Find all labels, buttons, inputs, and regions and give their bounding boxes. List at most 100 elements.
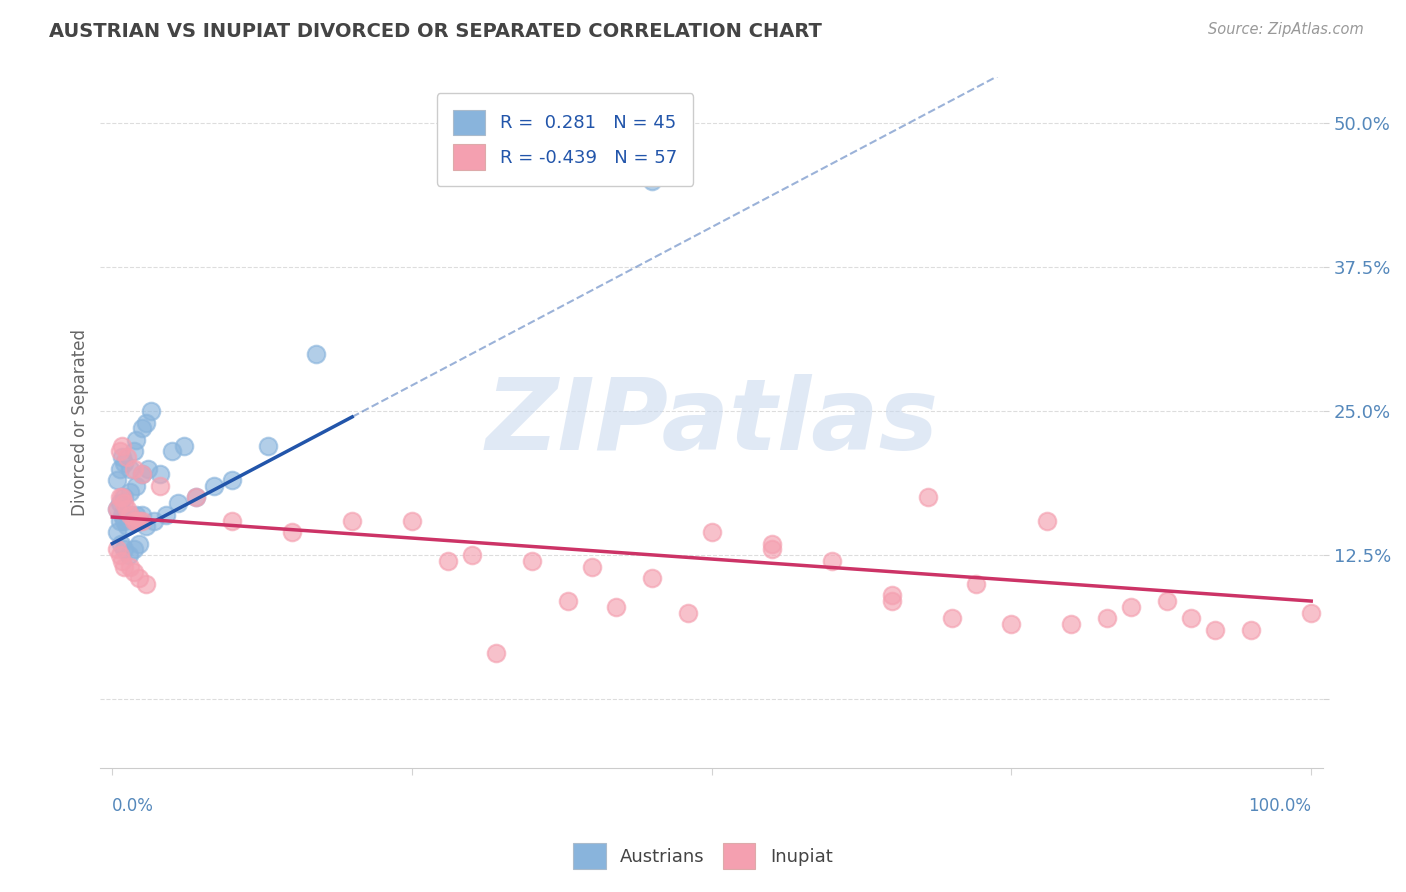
Point xyxy=(340,514,363,528)
Point xyxy=(880,588,903,602)
Text: 100.0%: 100.0% xyxy=(1249,797,1312,814)
Point xyxy=(111,508,134,522)
Point xyxy=(120,484,142,499)
Point xyxy=(122,514,145,528)
Point xyxy=(917,491,939,505)
Point xyxy=(111,450,134,465)
Point xyxy=(131,514,153,528)
Point xyxy=(105,542,128,557)
Point xyxy=(761,542,783,557)
Point xyxy=(122,542,145,557)
Point xyxy=(221,514,243,528)
Point xyxy=(131,508,153,522)
Y-axis label: Divorced or Separated: Divorced or Separated xyxy=(72,329,89,516)
Point xyxy=(437,554,460,568)
Point xyxy=(115,450,138,465)
Point xyxy=(1156,594,1178,608)
Point xyxy=(128,514,150,528)
Point xyxy=(202,479,225,493)
Point xyxy=(115,519,138,533)
Point xyxy=(105,473,128,487)
Point xyxy=(1180,611,1202,625)
Point xyxy=(281,524,304,539)
Point xyxy=(112,514,135,528)
Point xyxy=(880,594,903,608)
Point xyxy=(143,514,166,528)
Point xyxy=(135,576,157,591)
Point xyxy=(641,174,664,188)
Point xyxy=(131,467,153,482)
Point xyxy=(111,554,134,568)
Point xyxy=(1097,611,1119,625)
Point xyxy=(125,514,148,528)
Point xyxy=(1240,623,1263,637)
Point xyxy=(112,456,135,470)
Point xyxy=(122,461,145,475)
Point xyxy=(108,548,131,562)
Point xyxy=(111,439,134,453)
Point xyxy=(149,479,172,493)
Point xyxy=(821,554,844,568)
Point xyxy=(641,571,664,585)
Point xyxy=(112,559,135,574)
Point xyxy=(108,444,131,458)
Point xyxy=(461,548,484,562)
Point xyxy=(162,444,184,458)
Point xyxy=(120,508,142,522)
Text: AUSTRIAN VS INUPIAT DIVORCED OR SEPARATED CORRELATION CHART: AUSTRIAN VS INUPIAT DIVORCED OR SEPARATE… xyxy=(49,22,823,41)
Point xyxy=(520,554,543,568)
Point xyxy=(131,421,153,435)
Text: ZIPatlas: ZIPatlas xyxy=(485,374,938,471)
Point xyxy=(108,496,131,510)
Point xyxy=(605,599,627,614)
Point xyxy=(112,542,135,557)
Legend: R =  0.281   N = 45, R = -0.439   N = 57: R = 0.281 N = 45, R = -0.439 N = 57 xyxy=(437,94,693,186)
Point xyxy=(155,508,177,522)
Point xyxy=(135,416,157,430)
Point xyxy=(221,473,243,487)
Point xyxy=(120,559,142,574)
Point xyxy=(1000,617,1022,632)
Point xyxy=(131,467,153,482)
Text: 0.0%: 0.0% xyxy=(112,797,155,814)
Point xyxy=(120,461,142,475)
Point xyxy=(581,559,603,574)
Point xyxy=(700,524,723,539)
Point xyxy=(135,519,157,533)
Point xyxy=(111,491,134,505)
Point xyxy=(125,508,148,522)
Point xyxy=(257,439,280,453)
Point xyxy=(115,502,138,516)
Point xyxy=(112,496,135,510)
Point xyxy=(167,496,190,510)
Point xyxy=(128,571,150,585)
Point xyxy=(125,433,148,447)
Point xyxy=(122,566,145,580)
Point xyxy=(1060,617,1083,632)
Point xyxy=(1121,599,1143,614)
Point xyxy=(485,646,508,660)
Point xyxy=(186,491,208,505)
Legend: Austrians, Inupiat: Austrians, Inupiat xyxy=(567,836,839,876)
Point xyxy=(105,502,128,516)
Point xyxy=(108,514,131,528)
Point xyxy=(120,508,142,522)
Point xyxy=(1301,606,1323,620)
Point xyxy=(401,514,423,528)
Point xyxy=(1036,514,1059,528)
Point xyxy=(122,444,145,458)
Point xyxy=(305,346,328,360)
Point xyxy=(108,491,131,505)
Point xyxy=(149,467,172,482)
Point xyxy=(122,514,145,528)
Point xyxy=(941,611,963,625)
Point xyxy=(136,461,159,475)
Point xyxy=(173,439,195,453)
Point xyxy=(125,479,148,493)
Point xyxy=(110,536,132,550)
Point xyxy=(118,548,141,562)
Point xyxy=(1204,623,1226,637)
Point xyxy=(105,524,128,539)
Point xyxy=(676,606,699,620)
Point xyxy=(186,491,208,505)
